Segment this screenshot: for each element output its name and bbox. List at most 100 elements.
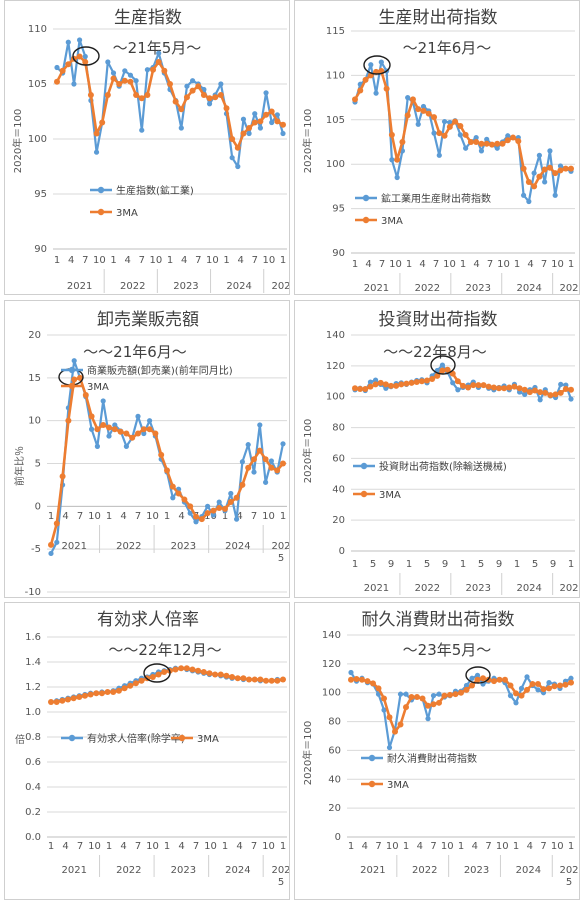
data-point-3ma xyxy=(100,421,107,428)
data-point-raw xyxy=(205,503,211,509)
data-point-3ma xyxy=(280,676,286,683)
data-point-3ma xyxy=(436,130,443,137)
data-point-raw xyxy=(239,459,245,465)
data-point-raw xyxy=(112,422,118,428)
data-point-3ma xyxy=(546,685,552,692)
chart-panel-job-openings-ratio: 有効求人倍率 〜〜22年12月〜 倍 0.0 0.2 0.4 0.6 0.8 1.0 1.2… xyxy=(4,602,290,900)
data-point-3ma xyxy=(414,694,420,701)
legend-label: 3MA xyxy=(381,216,403,227)
y-tick-label: 120 xyxy=(326,361,345,372)
x-year-label: 2021 xyxy=(67,281,92,292)
data-point-3ma xyxy=(457,123,464,130)
legend-label: 3MA xyxy=(379,490,401,501)
data-point-raw xyxy=(235,163,241,170)
y-tick-label: 10 xyxy=(28,416,41,427)
x-tick-label: 4 xyxy=(237,255,243,266)
data-point-3ma xyxy=(425,702,431,709)
data-point-raw xyxy=(54,539,60,545)
data-point-raw xyxy=(494,145,500,151)
data-point-3ma xyxy=(510,134,517,141)
data-point-3ma xyxy=(116,81,123,87)
series-line-raw xyxy=(353,60,572,203)
legend-label: 3MA xyxy=(197,734,219,745)
data-point-3ma xyxy=(48,541,54,548)
data-point-3ma xyxy=(541,166,548,173)
data-point-3ma xyxy=(129,434,136,441)
data-point-3ma xyxy=(150,66,157,73)
x-tick-label: 1 xyxy=(48,841,54,852)
x-tick-label: 1 xyxy=(280,841,286,852)
y-tick-label: -5 xyxy=(31,544,41,555)
x-year-label: 2022 xyxy=(116,865,141,876)
data-point-3ma xyxy=(76,694,83,700)
data-point-raw xyxy=(54,64,60,71)
data-point-3ma xyxy=(93,130,100,137)
data-point-raw xyxy=(397,691,404,697)
data-point-3ma xyxy=(441,692,448,699)
data-point-3ma xyxy=(478,140,485,147)
data-point-3ma xyxy=(149,674,156,680)
x-tick-label: 10 xyxy=(150,255,163,266)
data-point-raw xyxy=(184,83,190,89)
x-tick-label: 4 xyxy=(68,255,74,266)
data-point-3ma xyxy=(377,379,384,386)
x-year-label: 202 xyxy=(559,283,578,294)
data-point-3ma xyxy=(537,389,544,396)
data-point-raw xyxy=(193,519,199,525)
chart-annotation: 〜21年6月〜 xyxy=(403,39,492,57)
data-point-3ma xyxy=(183,665,190,672)
data-point-3ma xyxy=(483,140,490,147)
x-tick-label: 7 xyxy=(77,841,83,852)
data-point-3ma xyxy=(234,675,241,682)
data-point-3ma xyxy=(568,386,574,393)
data-point-3ma xyxy=(551,683,558,690)
data-point-3ma xyxy=(212,94,219,101)
y-tick-label: 0 xyxy=(35,501,41,512)
data-point-raw xyxy=(367,379,374,385)
data-point-3ma xyxy=(408,379,415,386)
x-tick-label: 9 xyxy=(388,559,394,570)
x-tick-label: 1 xyxy=(352,259,358,270)
data-point-3ma xyxy=(189,666,196,673)
x-tick-label: 7 xyxy=(252,255,258,266)
x-year-label: 202 xyxy=(271,865,290,876)
data-point-3ma xyxy=(408,694,415,701)
data-point-3ma xyxy=(536,173,543,180)
data-point-3ma xyxy=(403,704,409,711)
legend-swatch-marker xyxy=(362,216,370,224)
x-tick-label: 7 xyxy=(379,259,385,270)
data-point-3ma xyxy=(222,505,228,512)
data-point-3ma xyxy=(104,689,111,695)
data-point-3ma xyxy=(529,681,536,688)
data-point-raw xyxy=(206,101,213,107)
y-tick-label: 0.8 xyxy=(25,732,41,743)
data-point-3ma xyxy=(518,692,525,699)
data-point-raw xyxy=(537,397,543,403)
data-point-3ma xyxy=(81,692,88,699)
data-point-3ma xyxy=(418,378,425,385)
x-tick-label: 4 xyxy=(62,841,68,852)
x-tick-label: 10 xyxy=(497,259,510,270)
data-point-raw xyxy=(135,413,141,419)
data-point-3ma xyxy=(183,94,190,101)
data-point-3ma xyxy=(431,114,438,121)
data-point-raw xyxy=(144,67,150,73)
y-tick-label: 40 xyxy=(328,774,341,785)
data-point-3ma xyxy=(397,721,404,728)
data-point-raw xyxy=(48,550,54,557)
x-tick-label: 1 xyxy=(460,559,466,570)
data-point-3ma xyxy=(507,682,514,689)
x-tick-label: 4 xyxy=(362,841,368,852)
y-tick-label: 0.4 xyxy=(25,782,41,793)
data-point-3ma xyxy=(516,385,523,392)
data-point-raw xyxy=(228,490,234,497)
data-point-3ma xyxy=(511,383,518,390)
x-year-label: 202 xyxy=(271,281,290,292)
x-tick-label: 1 xyxy=(54,255,60,266)
chart-svg-producer-goods-shipments: 生産財出荷指数 〜21年6月〜 2020年＝100 90951001051101… xyxy=(301,8,579,294)
data-point-3ma xyxy=(392,728,398,735)
x-tick-label: 7 xyxy=(485,841,491,852)
data-point-3ma xyxy=(383,85,390,92)
legend-label: 有効求人倍率(除学卒) xyxy=(87,732,185,745)
